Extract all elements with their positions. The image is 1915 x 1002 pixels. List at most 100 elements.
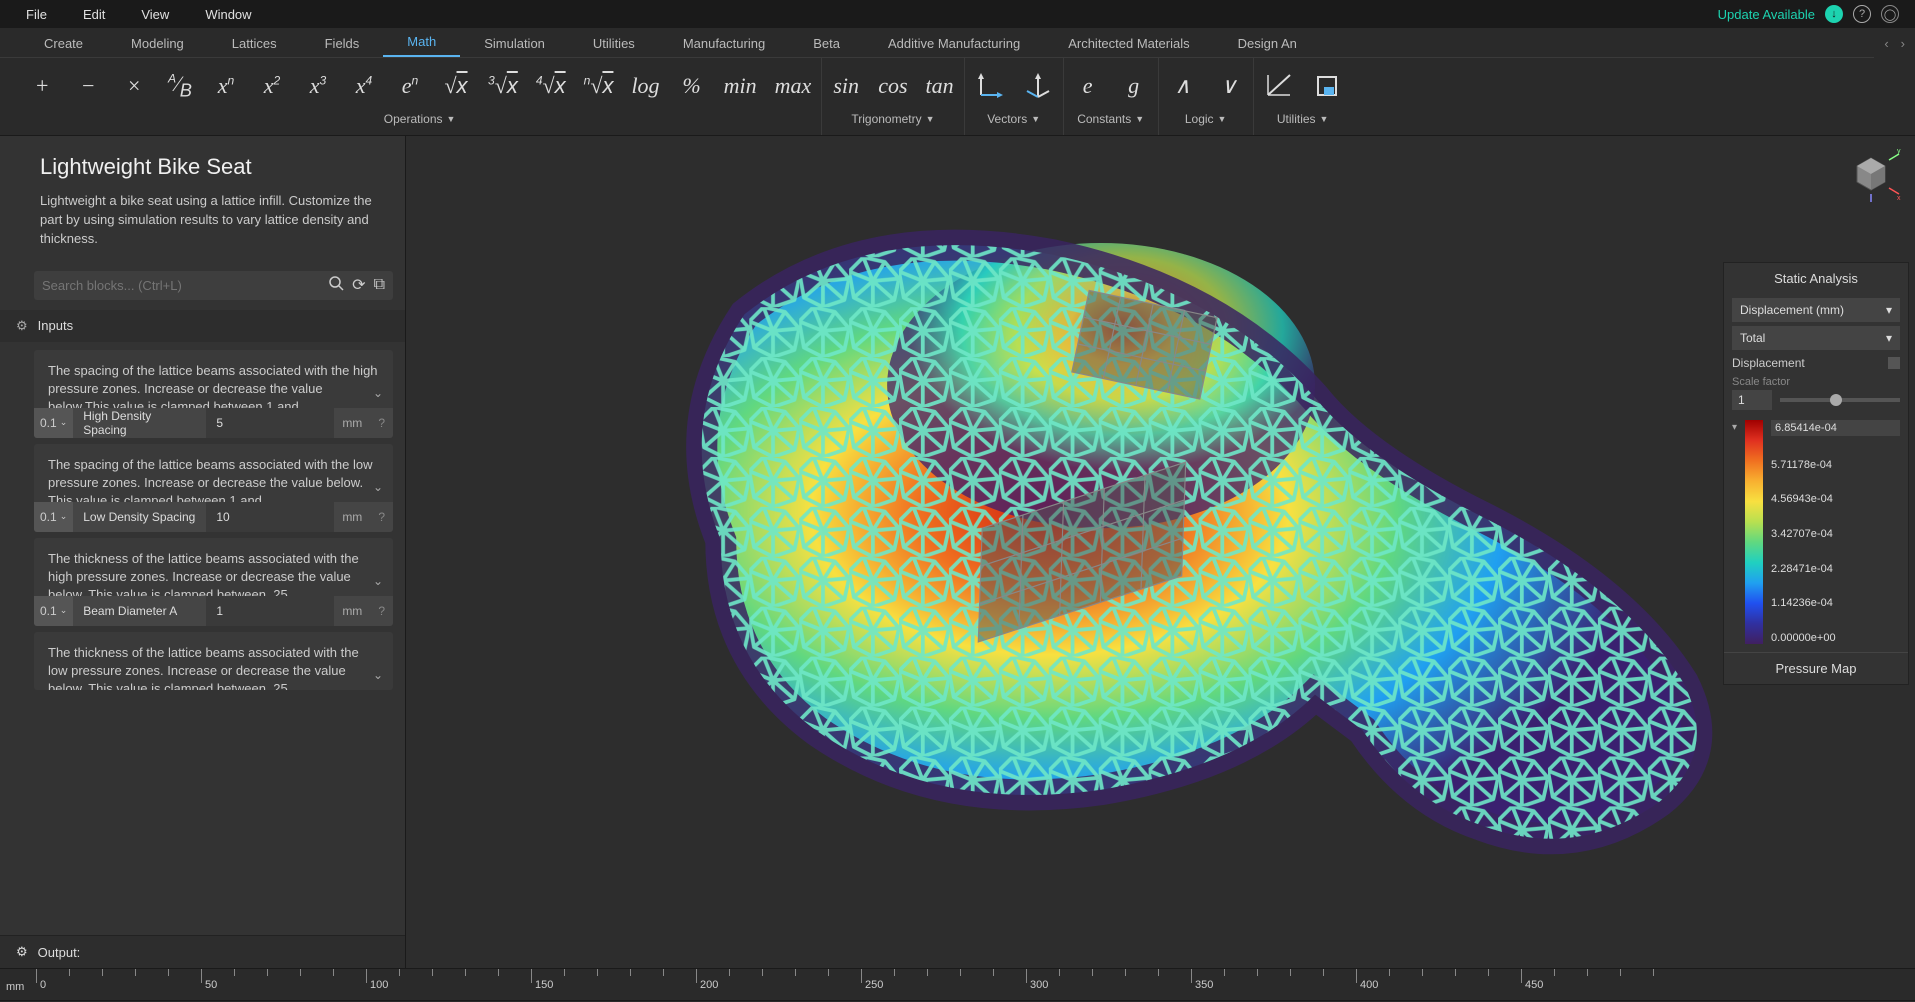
menu-view[interactable]: View — [123, 3, 187, 26]
vector-xy-icon[interactable] — [975, 71, 1005, 101]
help-icon[interactable]: ? — [1853, 5, 1871, 23]
displacement-checkbox[interactable] — [1888, 357, 1900, 369]
ruler-minor-tick — [1653, 969, 1654, 976]
multiply-op[interactable]: × — [120, 73, 148, 99]
tab-create[interactable]: Create — [20, 30, 107, 57]
group-label-logic[interactable]: Logic ▼ — [1185, 110, 1227, 130]
tab-architected-materials[interactable]: Architected Materials — [1044, 30, 1213, 57]
tool-group-trigonometry: sincostan Trigonometry ▼ — [822, 58, 964, 135]
account-icon[interactable]: ◯ — [1881, 5, 1899, 23]
ruler-major-tick — [861, 969, 862, 983]
ribbon-prev-icon[interactable]: ‹ — [1880, 36, 1892, 51]
info-icon[interactable]: ? — [370, 416, 393, 430]
crop-icon[interactable] — [1312, 71, 1342, 101]
group-label-constants[interactable]: Constants ▼ — [1077, 110, 1144, 130]
expand-icon[interactable]: ⌄ — [373, 479, 383, 496]
update-available-label[interactable]: Update Available — [1718, 7, 1815, 22]
ruler-minor-tick — [1158, 969, 1159, 976]
search-input[interactable] — [42, 278, 320, 293]
menu-window[interactable]: Window — [187, 3, 269, 26]
max[interactable]: max — [775, 73, 812, 99]
logic-or[interactable]: ∨ — [1215, 73, 1243, 99]
ruler-minor-tick — [894, 969, 895, 976]
tab-additive-manufacturing[interactable]: Additive Manufacturing — [864, 30, 1044, 57]
legend-tick: 5.71178e-04 — [1771, 459, 1900, 471]
tab-modeling[interactable]: Modeling — [107, 30, 208, 57]
copy-icon[interactable]: ⧉ — [374, 276, 385, 294]
scale-factor-input[interactable]: 1 — [1732, 390, 1772, 410]
const-e[interactable]: e — [1074, 73, 1102, 99]
tab-math[interactable]: Math — [383, 28, 460, 57]
input-value[interactable]: 5 — [206, 408, 334, 438]
result-type-select[interactable]: Displacement (mm)▾ — [1732, 298, 1900, 322]
root4[interactable]: 4√x — [536, 73, 566, 99]
group-label-vectors[interactable]: Vectors ▼ — [987, 110, 1040, 130]
pressure-map-label[interactable]: Pressure Map — [1724, 652, 1908, 684]
cbrt[interactable]: 3√x — [488, 73, 518, 99]
input-value[interactable]: 1 — [206, 596, 334, 626]
ruler-minor-tick — [135, 969, 136, 976]
ruler-tick-label: 200 — [700, 979, 718, 991]
step-selector[interactable]: 0.1 ⌄ — [34, 596, 73, 626]
cos[interactable]: cos — [878, 73, 907, 99]
ruler-minor-tick — [630, 969, 631, 976]
input-unit: mm — [334, 604, 370, 618]
expand-icon[interactable]: ⌄ — [373, 573, 383, 590]
ruler-minor-tick — [828, 969, 829, 976]
ruler-tick-label: 350 — [1195, 979, 1213, 991]
expand-icon[interactable]: ⌄ — [373, 667, 383, 684]
power-n[interactable]: xn — [212, 73, 240, 99]
download-update-icon[interactable]: ↓ — [1825, 5, 1843, 23]
rootn[interactable]: n√x — [584, 73, 614, 99]
input-row-beam-diameter-a: 0.1 ⌄Beam Diameter A1mm? — [34, 596, 393, 626]
project-description: Lightweight a bike seat using a lattice … — [40, 192, 381, 249]
inputs-section-header[interactable]: ⚙ Inputs — [0, 310, 405, 342]
3d-viewport[interactable]: y x Static Analysis Displacement (mm)▾ T… — [406, 136, 1915, 968]
input-description: The spacing of the lattice beams associa… — [34, 350, 393, 408]
input-value[interactable]: 10 — [206, 502, 334, 532]
search-icon[interactable] — [328, 275, 344, 296]
exp[interactable]: en — [396, 73, 424, 99]
tab-manufacturing[interactable]: Manufacturing — [659, 30, 789, 57]
view-cube[interactable]: y x — [1841, 144, 1901, 204]
group-label-trigonometry[interactable]: Trigonometry ▼ — [851, 110, 934, 130]
menu-edit[interactable]: Edit — [65, 3, 123, 26]
log[interactable]: log — [631, 73, 659, 99]
ruler-major-tick — [1521, 969, 1522, 983]
group-label-utilities[interactable]: Utilities ▼ — [1277, 110, 1329, 130]
subtract-op[interactable]: − — [74, 73, 102, 99]
tan[interactable]: tan — [926, 73, 954, 99]
tab-beta[interactable]: Beta — [789, 30, 864, 57]
component-select[interactable]: Total▾ — [1732, 326, 1900, 350]
info-icon[interactable]: ? — [370, 510, 393, 524]
output-section-header[interactable]: ⚙ Output: — [0, 935, 405, 968]
info-icon[interactable]: ? — [370, 604, 393, 618]
sqrt[interactable]: √x — [442, 73, 470, 99]
square[interactable]: x2 — [258, 73, 286, 99]
const-g[interactable]: g — [1120, 73, 1148, 99]
tab-simulation[interactable]: Simulation — [460, 30, 569, 57]
tab-fields[interactable]: Fields — [301, 30, 384, 57]
group-label-operations[interactable]: Operations ▼ — [384, 110, 456, 130]
legend-collapse-icon[interactable]: ▾ — [1732, 420, 1737, 644]
menu-file[interactable]: File — [8, 3, 65, 26]
tab-lattices[interactable]: Lattices — [208, 30, 301, 57]
step-selector[interactable]: 0.1 ⌄ — [34, 502, 73, 532]
vector-z-icon[interactable] — [1023, 71, 1053, 101]
step-selector[interactable]: 0.1 ⌄ — [34, 408, 73, 438]
tab-design-an[interactable]: Design An — [1214, 30, 1321, 57]
tab-utilities[interactable]: Utilities — [569, 30, 659, 57]
modulo[interactable]: % — [678, 73, 706, 99]
fourth[interactable]: x4 — [350, 73, 378, 99]
scale-factor-slider[interactable] — [1780, 398, 1900, 402]
expand-icon[interactable]: ⌄ — [373, 385, 383, 402]
sin[interactable]: sin — [832, 73, 860, 99]
min[interactable]: min — [724, 73, 757, 99]
ribbon-next-icon[interactable]: › — [1897, 36, 1909, 51]
add-op[interactable]: + — [28, 73, 56, 99]
divide-op[interactable]: A⁄B — [166, 71, 194, 101]
ramp-icon[interactable] — [1264, 71, 1294, 101]
refresh-icon[interactable]: ⟳ — [352, 275, 365, 295]
logic-and[interactable]: ∧ — [1169, 73, 1197, 99]
cube[interactable]: x3 — [304, 73, 332, 99]
